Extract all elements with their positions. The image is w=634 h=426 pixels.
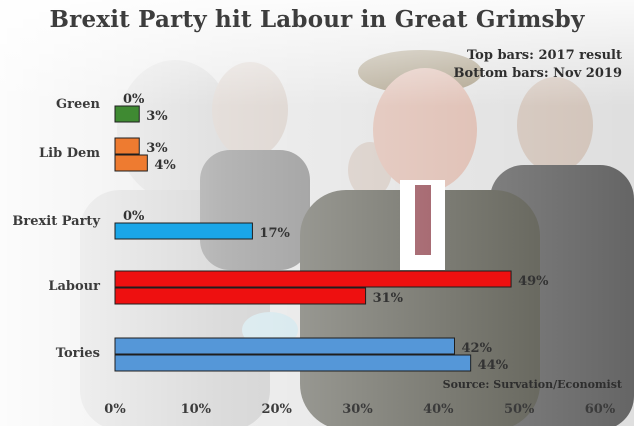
chart-title: Brexit Party hit Labour in Great Grimsby (49, 6, 585, 33)
category-label: Lib Dem (39, 146, 100, 161)
x-axis: 0% 10% 20% 30% 40% 50% 60% (104, 402, 616, 417)
x-tick-label: 10% (181, 402, 212, 417)
x-tick-label: 30% (342, 402, 373, 417)
x-tick-label: 20% (261, 402, 292, 417)
bar-bottom (114, 287, 367, 305)
value-label: 0% (123, 92, 145, 107)
bar-top (114, 137, 140, 155)
value-label: 49% (518, 274, 549, 289)
value-label: 31% (373, 291, 404, 306)
value-label: 17% (259, 226, 290, 241)
bar-bottom (114, 105, 140, 123)
category-label: Brexit Party (12, 214, 100, 229)
legend-note-top: Top bars: 2017 result (466, 48, 622, 63)
value-label: 3% (146, 109, 168, 124)
value-label: 44% (478, 358, 509, 373)
x-tick-label: 0% (104, 402, 126, 417)
value-label: 42% (462, 341, 493, 356)
category-label: Labour (48, 279, 100, 294)
x-tick-label: 40% (423, 402, 454, 417)
category-label: Green (56, 97, 100, 112)
labels-layer: Green 0%3%Lib Dem 3%4%Brexit Party 0%17%Lab… (12, 92, 549, 373)
value-label: 0% (123, 209, 145, 224)
bar-bottom (114, 354, 472, 372)
category-label: Tories (56, 346, 100, 361)
x-tick-label: 50% (504, 402, 535, 417)
bars-layer (114, 105, 512, 372)
value-label: 3% (146, 141, 168, 156)
source-note: Source: Survation/Economist (442, 378, 622, 391)
bar-bottom (114, 222, 253, 240)
legend-note-bottom: Bottom bars: Nov 2019 (453, 66, 622, 81)
value-label: 4% (154, 158, 176, 173)
x-tick-label: 60% (585, 402, 616, 417)
bar-top (114, 270, 512, 288)
bar-bottom (114, 154, 148, 172)
bar-top (114, 337, 455, 355)
